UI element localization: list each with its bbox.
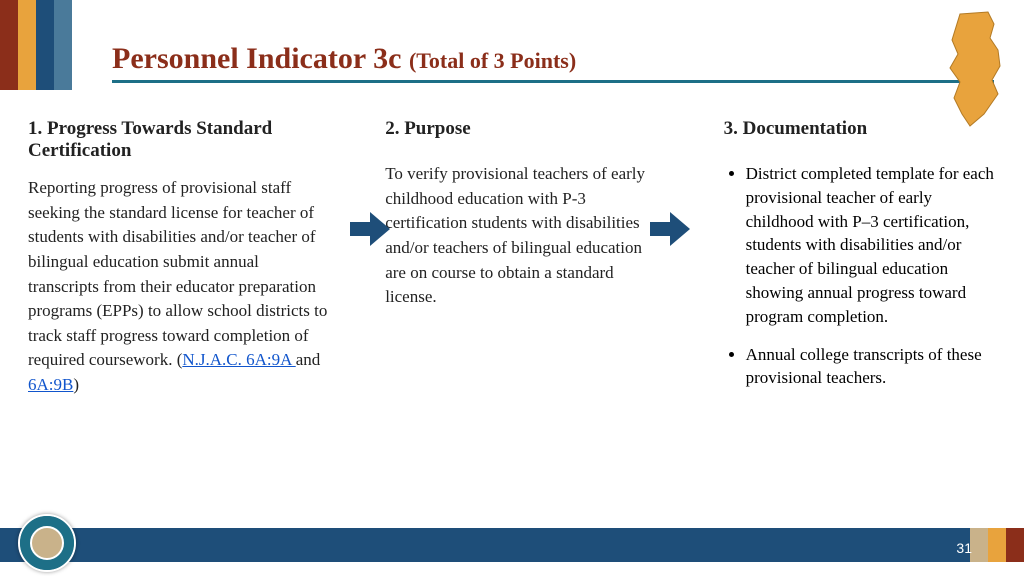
page-number: 31	[956, 540, 972, 556]
footer-seg-2	[988, 528, 1006, 562]
arrow-icon-2	[648, 210, 692, 248]
col2-heading: 2. Purpose	[385, 118, 657, 140]
column-1-progress: 1. Progress Towards Standard Certificati…	[20, 118, 337, 516]
column-3-documentation: 3. Documentation District completed temp…	[716, 118, 1004, 516]
col1-body: Reporting progress of provisional staff …	[28, 176, 329, 398]
title-main: Personnel Indicator 3c	[112, 42, 409, 75]
accent-bars	[0, 0, 72, 90]
col1-text-post: )	[73, 375, 79, 394]
footer-seg-3	[1006, 528, 1024, 562]
slide: Personnel Indicator 3c (Total of 3 Point…	[0, 0, 1024, 576]
footer-main	[0, 528, 970, 562]
col3-heading: 3. Documentation	[724, 118, 996, 140]
link-njac-6a9b[interactable]: 6A:9B	[28, 375, 73, 394]
title-underline	[112, 80, 994, 83]
seal-ring	[20, 516, 74, 570]
col3-bullets: District completed template for each pro…	[724, 162, 996, 390]
col3-bullet-1: District completed template for each pro…	[746, 162, 996, 329]
seal-center	[30, 526, 64, 560]
link-njac-6a9a[interactable]: N.J.A.C. 6A:9A	[182, 350, 295, 369]
col1-text-mid: and	[296, 350, 321, 369]
accent-bar-4	[54, 0, 72, 90]
col1-heading: 1. Progress Towards Standard Certificati…	[28, 118, 329, 162]
accent-bar-1	[0, 0, 18, 90]
accent-bar-2	[18, 0, 36, 90]
arrow-icon-1	[348, 210, 392, 248]
col3-bullet-2: Annual college transcripts of these prov…	[746, 343, 996, 391]
column-2-purpose: 2. Purpose To verify provisional teacher…	[377, 118, 665, 516]
col1-text-pre: Reporting progress of provisional staff …	[28, 178, 327, 369]
content-area: 1. Progress Towards Standard Certificati…	[20, 118, 1004, 516]
footer-bar	[0, 528, 1024, 562]
slide-title: Personnel Indicator 3c (Total of 3 Point…	[112, 42, 984, 76]
nj-state-icon	[940, 10, 1010, 130]
footer-seg-1	[970, 528, 988, 562]
state-seal-icon	[18, 514, 76, 572]
title-sub: (Total of 3 Points)	[409, 48, 576, 73]
col2-body: To verify provisional teachers of early …	[385, 162, 657, 310]
accent-bar-3	[36, 0, 54, 90]
